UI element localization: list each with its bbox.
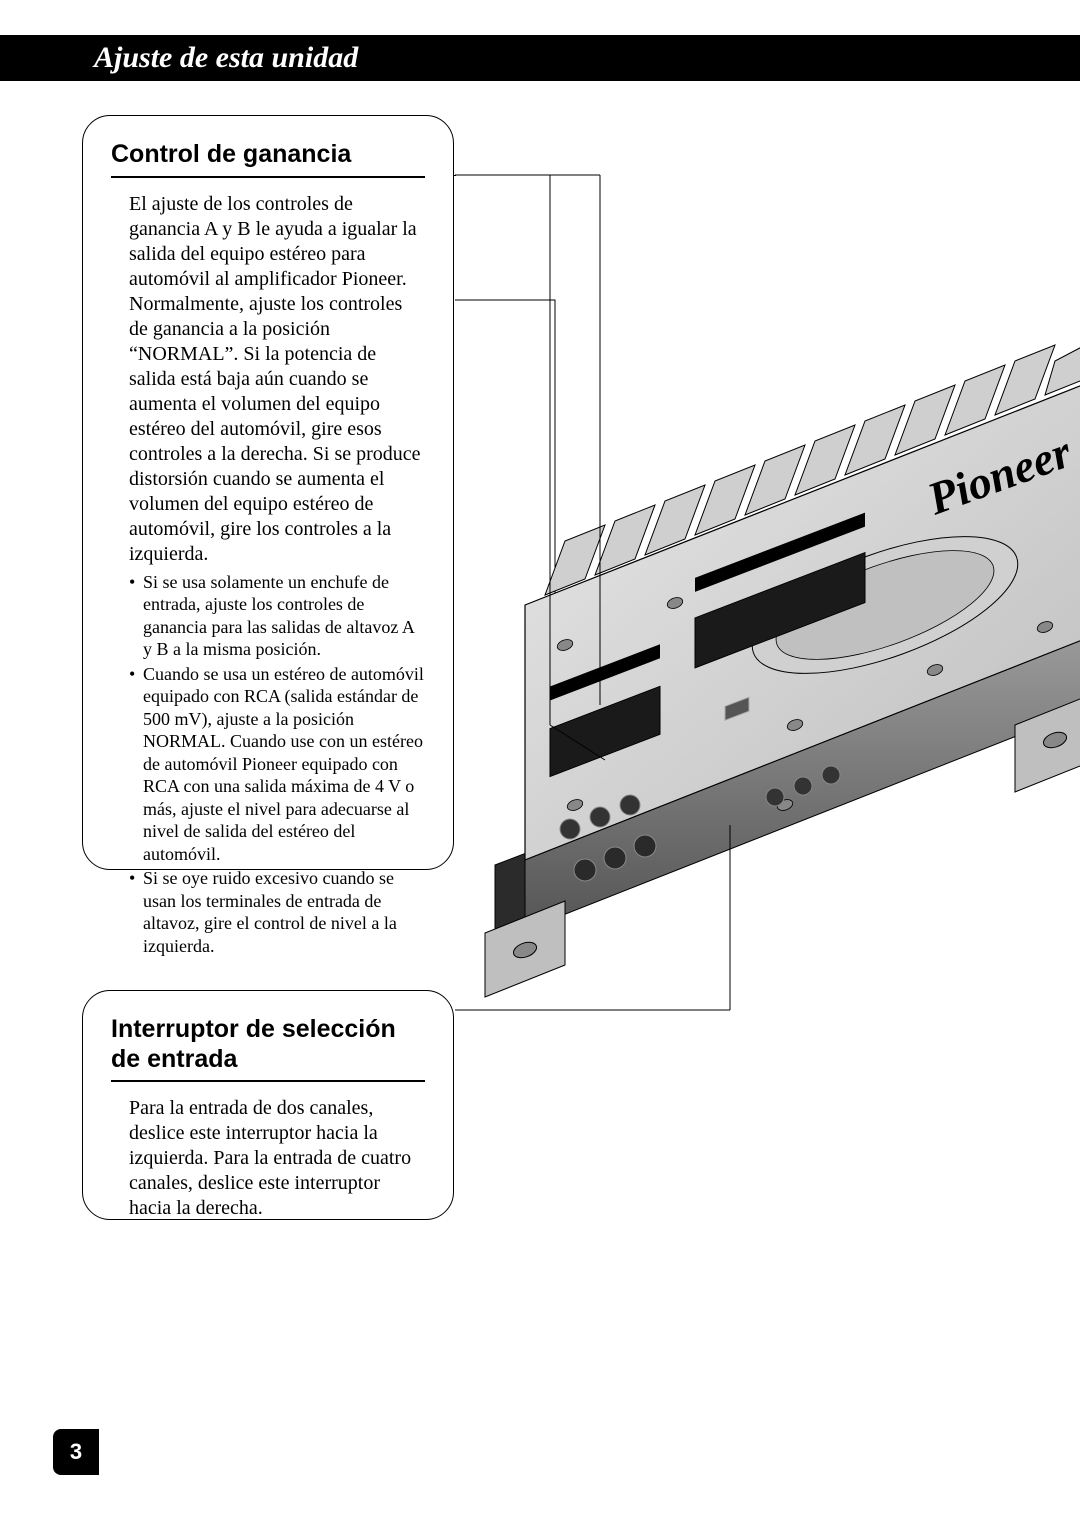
gain-bullets: Si se usa solamente un enchufe de entrad… <box>111 571 425 958</box>
input-select-title: Interruptor de selección de entrada <box>111 1015 425 1082</box>
callout-input-select: Interruptor de selección de entrada Para… <box>82 990 454 1220</box>
leader-stub <box>454 175 456 176</box>
section-header: Ajuste de esta unidad <box>0 35 1080 81</box>
page-number-badge: 3 <box>53 1429 99 1475</box>
gain-title: Control de ganancia <box>111 140 425 178</box>
input-select-body: Para la entrada de dos canales, deslice … <box>111 1096 425 1221</box>
gain-intro: El ajuste de los controles de ganancia A… <box>111 192 425 567</box>
gain-bullet-1: Si se usa solamente un enchufe de entrad… <box>129 571 425 661</box>
section-header-title: Ajuste de esta unidad <box>94 41 358 75</box>
amplifier-diagram: Pioneer <box>455 165 1080 1015</box>
gain-bullet-2: Cuando se usa un estéreo de automóvil eq… <box>129 663 425 866</box>
gain-bullet-3: Si se oye ruido excesivo cuando se usan … <box>129 867 425 957</box>
callout-gain-control: Control de ganancia El ajuste de los con… <box>82 115 454 870</box>
page-number: 3 <box>70 1439 82 1465</box>
